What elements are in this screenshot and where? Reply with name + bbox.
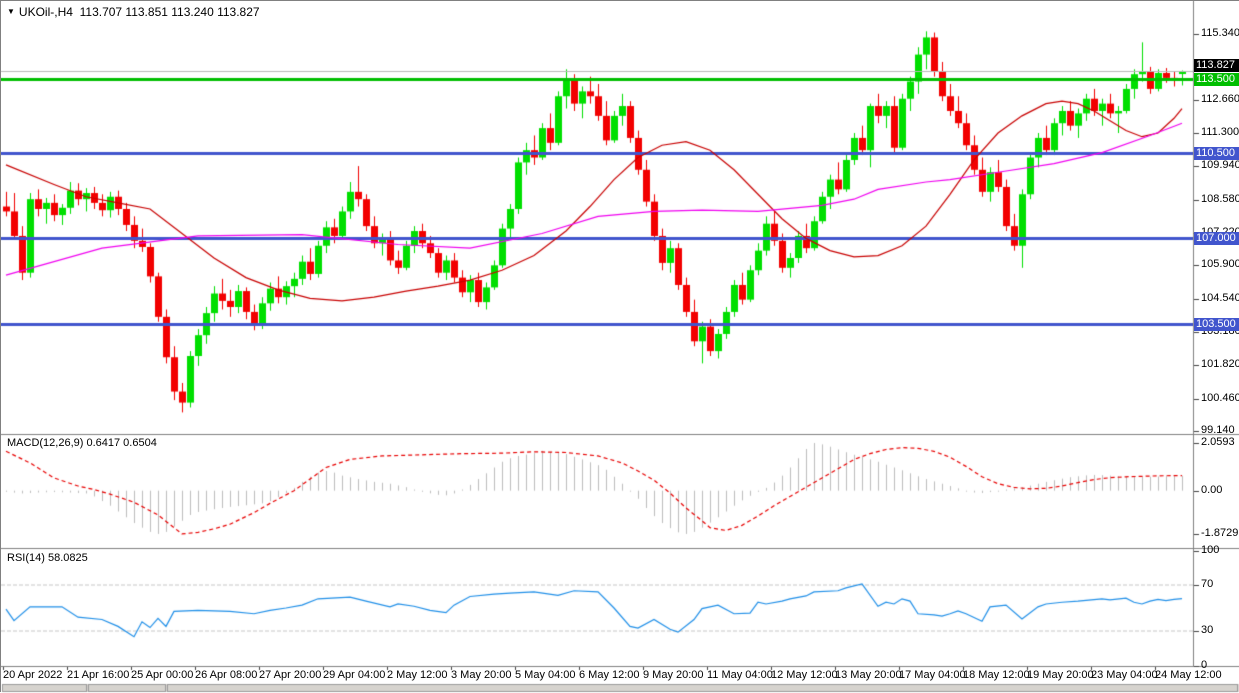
ohlc-values-label: 113.707 113.851 113.240 113.827	[79, 5, 260, 19]
symbol-period-label: UKOil-,H4	[18, 5, 73, 19]
symbol-dropdown-icon[interactable]: ▼	[7, 7, 15, 16]
rsi-indicator-label: RSI(14) 58.0825	[7, 552, 88, 564]
macd-indicator-label: MACD(12,26,9) 0.6417 0.6504	[7, 437, 157, 449]
chart-title: ▼ UKOil-,H4 113.707 113.851 113.240 113.8…	[7, 5, 260, 19]
